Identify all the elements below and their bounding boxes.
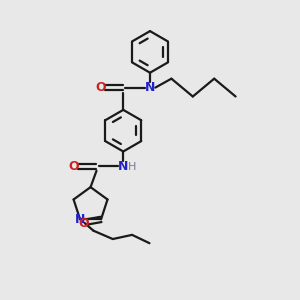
Text: N: N: [145, 81, 155, 94]
Text: O: O: [95, 81, 106, 94]
Text: O: O: [68, 160, 79, 173]
Text: H: H: [128, 162, 136, 172]
Text: N: N: [118, 160, 128, 173]
Text: O: O: [78, 218, 88, 230]
Text: N: N: [75, 213, 85, 226]
